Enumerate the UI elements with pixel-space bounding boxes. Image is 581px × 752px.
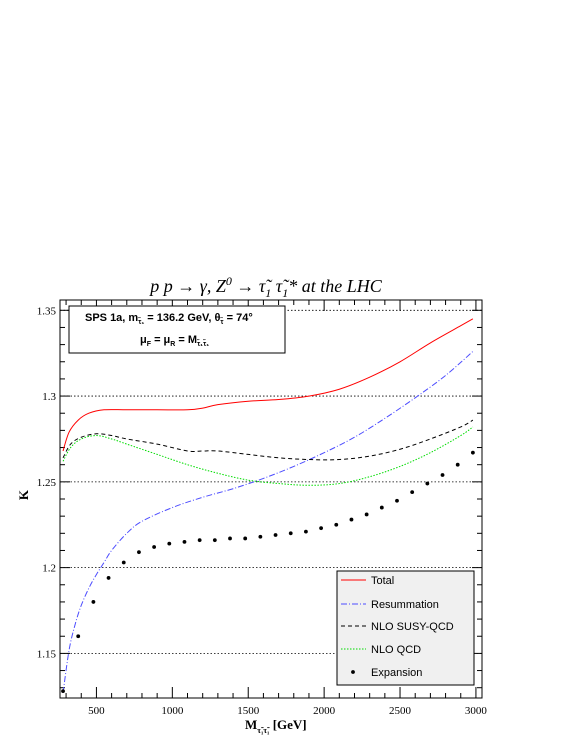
expansion-point: [349, 517, 354, 522]
expansion-point: [379, 505, 384, 510]
y-tick-label: 1.15: [37, 648, 57, 660]
y-tick-label: 1.2: [42, 563, 56, 575]
expansion-point: [470, 450, 475, 455]
expansion-point: [137, 550, 141, 555]
expansion-point: [61, 689, 65, 694]
expansion-point: [455, 462, 460, 467]
nlo-susy-qcd-line: [62, 419, 474, 461]
expansion-point: [319, 526, 323, 531]
legend-box: [336, 570, 475, 686]
legend-label-expansion: Expansion: [371, 667, 422, 679]
expansion-point: [228, 536, 232, 541]
expansion-point: [106, 576, 111, 580]
expansion-point: [364, 512, 369, 517]
y-tick-label: 1.25: [37, 477, 57, 489]
expansion-point: [212, 538, 217, 543]
y-tick-label: 1.35: [37, 305, 57, 317]
legend-label-resummation: Resummation: [371, 599, 439, 611]
expansion-point: [304, 529, 308, 534]
x-tick-label: 500: [88, 705, 105, 717]
expansion-point: [410, 490, 415, 495]
info-line-1: SPS 1a, mτ̃₁ = 136.2 GeV, θτ̃ = 74°: [85, 312, 253, 326]
expansion-point: [182, 539, 187, 544]
expansion-point: [91, 600, 96, 604]
x-tick-label: 2000: [313, 705, 336, 717]
y-tick-label: 1.3: [42, 391, 56, 403]
chart-title: p p → γ, Z0 → τ̃1 τ̃1* at the LHC: [148, 274, 383, 300]
resummation-line: [62, 351, 474, 693]
expansion-point: [197, 538, 202, 543]
expansion-point: [76, 634, 81, 639]
expansion-point: [425, 481, 430, 486]
series-group: [61, 318, 475, 694]
x-tick-label: 2500: [389, 705, 412, 717]
x-tick-label: 1500: [237, 705, 260, 717]
legend-label-nlo-susy-qcd: NLO SUSY-QCD: [371, 621, 454, 633]
legend: Total Resummation NLO SUSY-QCD NLO QCD Expan…: [336, 570, 475, 686]
expansion-point: [334, 522, 339, 527]
expansion-point: [440, 473, 445, 477]
legend-label-total: Total: [371, 575, 394, 587]
expansion-point: [167, 541, 172, 546]
expansion-point: [152, 545, 157, 549]
info-box: SPS 1a, mτ̃₁ = 136.2 GeV, θτ̃ = 74° μF =…: [68, 305, 286, 354]
y-axis-label: K: [16, 489, 31, 500]
legend-label-nlo-qcd: NLO QCD: [371, 644, 421, 656]
x-tick-label: 3000: [465, 705, 488, 717]
total-line: [62, 318, 474, 452]
legend-marker-expansion: [351, 670, 355, 674]
axis-ticks: 1.15 1.2 1.25 1.3 1.35 500 1000 1500 2000 2500 300…: [37, 300, 488, 717]
x-tick-label: 1000: [161, 705, 184, 717]
nlo-qcd-line: [62, 426, 474, 486]
expansion-point: [288, 531, 293, 536]
x-axis-label: Mτ̃₁τ̃₁ [GeV]: [245, 717, 307, 735]
expansion-point: [121, 560, 126, 565]
expansion-point: [395, 498, 399, 503]
expansion-point: [258, 534, 263, 539]
expansion-point: [273, 533, 278, 537]
expansion-point: [243, 536, 248, 541]
info-line-2: μF = μR = Mτ̃₁τ̃₁: [140, 334, 209, 348]
